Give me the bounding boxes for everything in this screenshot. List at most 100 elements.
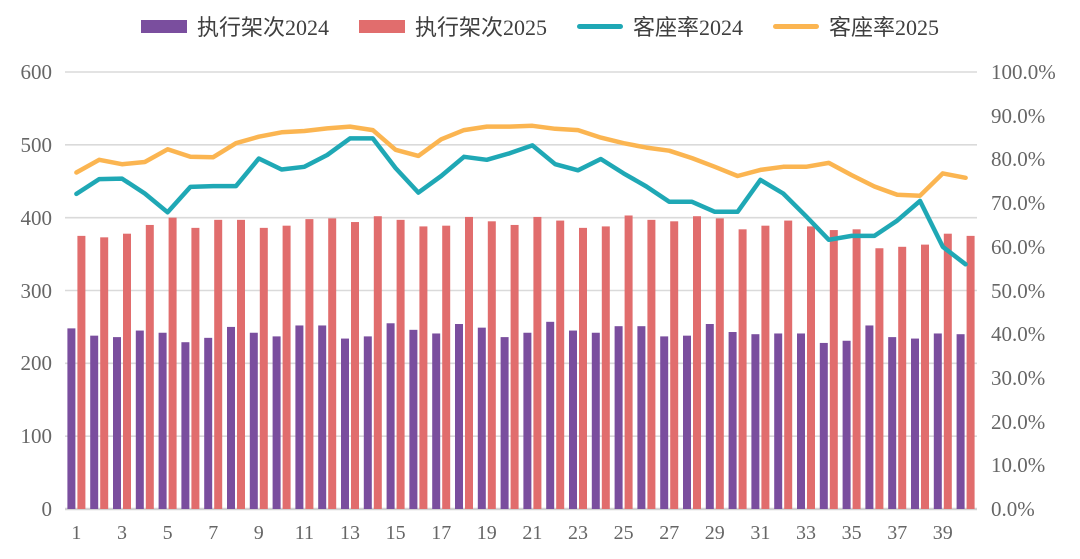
bar-执行架次2025-11 [305,219,314,509]
bar-执行架次2024-27 [660,336,669,509]
bar-执行架次2025-20 [510,224,519,509]
bar-执行架次2025-15 [396,219,405,509]
bar-执行架次2024-25 [614,326,623,509]
bar-执行架次2025-2 [100,237,109,509]
bar-执行架次2025-31 [761,225,770,509]
bar-执行架次2024-39 [933,333,942,509]
bar-执行架次2024-33 [797,333,805,509]
bar-执行架次2024-5 [158,332,167,509]
x-axis-tick-19: 19 [476,522,497,544]
bar-执行架次2024-8 [227,326,235,509]
bar-执行架次2025-29 [715,218,724,509]
bar-执行架次2024-32 [774,333,783,509]
bar-执行架次2025-1 [77,235,86,509]
bar-执行架次2025-3 [123,233,131,509]
bar-执行架次2025-26 [647,219,656,509]
legend-item-loadfactor-2024: 客座率2024 [577,10,743,42]
bar-执行架次2024-22 [546,321,555,509]
legend-swatch-loadfactor-2025 [773,23,820,29]
x-axis-tick-29: 29 [704,522,725,544]
left-axis-tick-100: 100 [20,424,53,449]
legend-swatch-loadfactor-2024 [577,23,623,29]
left-axis-tick-600: 600 [20,60,53,84]
x-axis-tick-11: 11 [294,522,315,544]
x-axis-tick-27: 27 [659,522,680,544]
bar-执行架次2025-10 [282,225,291,509]
bar-执行架次2025-34 [829,230,838,509]
bar-执行架次2025-37 [898,246,907,510]
x-axis-tick-33: 33 [796,522,816,544]
x-axis-tick-1: 1 [71,522,82,544]
x-axis-tick-15: 15 [385,522,406,544]
bar-执行架次2024-3 [113,337,121,509]
bar-执行架次2025-36 [875,248,884,510]
x-axis-tick-9: 9 [253,522,264,544]
right-axis-tick-10.0%: 10.0% [991,453,1046,478]
bar-执行架次2025-5 [168,217,177,509]
right-axis-tick-90.0%: 90.0% [991,103,1046,128]
x-axis-tick-17: 17 [431,522,452,544]
bar-执行架次2024-31 [751,334,760,509]
bar-执行架次2024-2 [90,335,99,509]
legend-label-loadfactor-2025: 客座率2025 [829,15,940,40]
legend-item-flights-2024: 执行架次2024 [140,10,329,42]
bar-执行架次2024-16 [409,329,418,509]
x-axis-tick-31: 31 [750,522,771,544]
bar-执行架次2025-9 [259,227,268,509]
bar-执行架次2025-35 [852,229,861,509]
bar-执行架次2024-17 [432,333,441,509]
bar-执行架次2025-28 [693,216,701,509]
bar-执行架次2025-19 [487,221,496,509]
bar-执行架次2024-12 [318,325,327,509]
bar-执行架次2025-14 [373,216,382,509]
bar-执行架次2025-22 [556,220,565,509]
bar-执行架次2025-21 [533,216,542,509]
bar-执行架次2025-40 [966,235,975,509]
bar-执行架次2024-29 [705,324,714,509]
bar-执行架次2025-13 [351,222,359,509]
right-axis-tick-100.0%: 100.0% [991,60,1056,84]
bar-执行架次2024-26 [637,326,646,509]
x-axis-tick-13: 13 [340,522,360,544]
right-axis-tick-60.0%: 60.0% [991,234,1046,259]
bar-执行架次2024-18 [455,324,463,509]
left-axis-tick-500: 500 [20,132,53,157]
bar-执行架次2025-24 [601,226,610,509]
right-axis-tick-50.0%: 50.0% [991,278,1046,303]
bar-执行架次2024-36 [865,325,874,509]
x-axis-tick-3: 3 [117,522,127,544]
x-axis-tick-25: 25 [613,522,634,544]
x-axis-tick-37: 37 [887,522,908,544]
legend-item-flights-2025: 执行架次2025 [358,10,547,42]
bar-执行架次2025-32 [784,220,793,509]
left-axis-tick-300: 300 [20,278,53,303]
bar-执行架次2024-11 [295,325,304,509]
line-客座率2024 [74,136,968,267]
bar-执行架次2024-34 [819,342,828,509]
bar-执行架次2024-24 [591,332,600,509]
bar-执行架次2025-4 [145,224,154,509]
bar-执行架次2024-13 [341,338,349,509]
bar-执行架次2025-30 [738,229,747,509]
chart-legend: 执行架次2024 执行架次2025 客座率2024 客座率2025 [0,10,1080,42]
bar-执行架次2025-16 [419,226,428,509]
bar-执行架次2024-23 [569,330,577,509]
x-axis-tick-21: 21 [522,522,543,544]
bar-执行架次2024-10 [272,336,281,509]
bar-执行架次2025-39 [943,233,952,509]
bar-执行架次2024-14 [363,336,372,509]
bar-执行架次2024-37 [888,337,897,509]
bar-执行架次2025-25 [624,215,633,509]
bar-执行架次2024-30 [728,332,737,509]
x-axis-tick-35: 35 [841,522,862,544]
bar-执行架次2024-1 [67,328,76,509]
legend-label-loadfactor-2024: 客座率2024 [633,15,744,40]
bar-执行架次2024-28 [683,335,691,509]
right-axis-tick-0.0%: 0.0% [991,497,1035,521]
bar-执行架次2024-38 [911,338,919,509]
right-axis-tick-20.0%: 20.0% [991,409,1046,434]
x-axis-tick-39: 39 [932,522,953,544]
bar-执行架次2025-18 [465,216,473,509]
